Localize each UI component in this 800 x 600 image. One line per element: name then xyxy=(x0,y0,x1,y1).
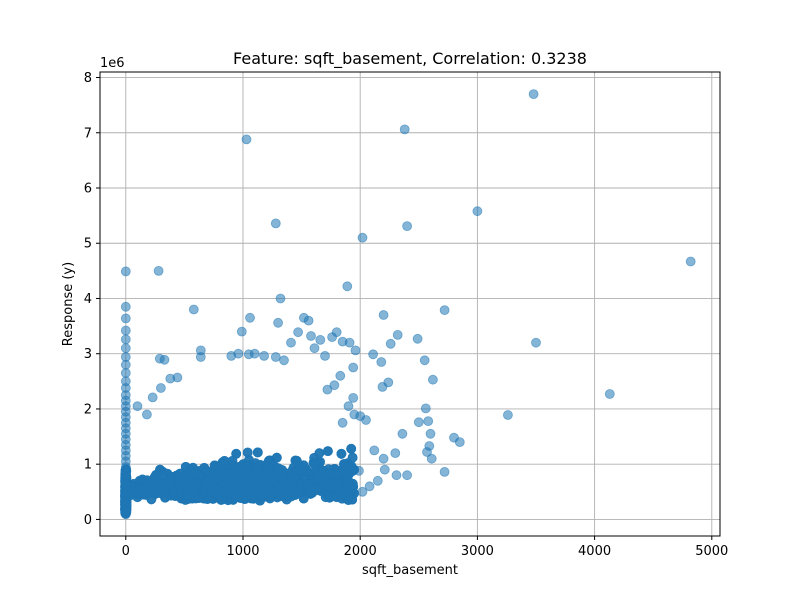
data-points xyxy=(120,89,696,520)
grid-lines xyxy=(100,72,720,536)
chart-title: Feature: sqft_basement, Correlation: 0.3… xyxy=(233,49,587,69)
